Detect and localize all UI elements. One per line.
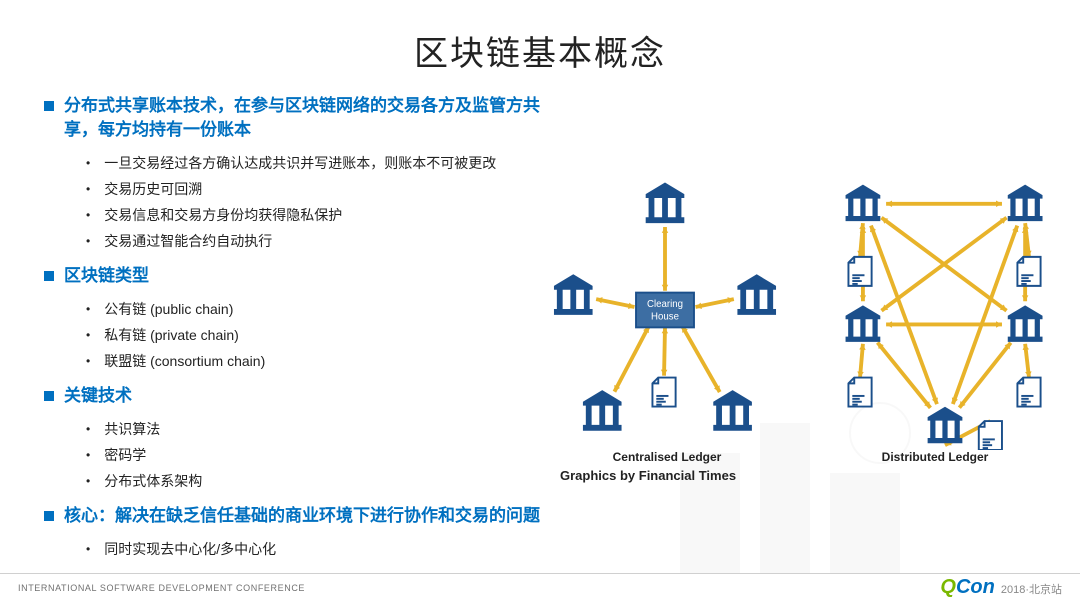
bullet-2-text: 区块链类型 bbox=[64, 264, 149, 288]
dot-icon: • bbox=[86, 230, 90, 252]
bullet-2: 区块链类型 bbox=[44, 264, 564, 288]
ledger-diagrams: Clearing House Centralised Ledger Distrib… bbox=[540, 170, 1060, 480]
dot-icon: • bbox=[86, 152, 90, 174]
dot-icon: • bbox=[86, 298, 90, 320]
sub-item: • 联盟链 (consortium chain) bbox=[86, 350, 564, 372]
caption-distributed: Distributed Ledger bbox=[820, 450, 1050, 464]
sub-item: • 公有链 (public chain) bbox=[86, 298, 564, 320]
qcon-year: 2018·北京站 bbox=[1001, 581, 1062, 597]
footer: INTERNATIONAL SOFTWARE DEVELOPMENT CONFE… bbox=[0, 573, 1080, 601]
sub-text: 一旦交易经过各方确认达成共识并写进账本，则账本不可被更改 bbox=[104, 152, 496, 174]
sub-item: • 同时实现去中心化/多中心化 bbox=[86, 538, 564, 560]
sub-text: 交易通过智能合约自动执行 bbox=[104, 230, 272, 252]
bullet-2-subs: • 公有链 (public chain) • 私有链 (private chain)… bbox=[86, 298, 564, 372]
diagram-credit: Graphics by Financial Times bbox=[560, 468, 736, 483]
sub-item: • 交易历史可回溯 bbox=[86, 178, 564, 200]
bullet-1-text: 分布式共享账本技术，在参与区块链网络的交易各方及监管方共享，每方均持有一份账本 bbox=[64, 94, 564, 142]
svg-text:Clearing: Clearing bbox=[647, 299, 683, 310]
square-bullet-icon bbox=[44, 511, 54, 521]
caption-centralised: Centralised Ledger bbox=[542, 450, 792, 464]
dot-icon: • bbox=[86, 444, 90, 466]
dot-icon: • bbox=[86, 350, 90, 372]
sub-item: • 分布式体系架构 bbox=[86, 470, 564, 492]
bullet-3-text: 关键技术 bbox=[64, 384, 132, 408]
square-bullet-icon bbox=[44, 101, 54, 111]
qcon-con: Con bbox=[956, 576, 995, 598]
square-bullet-icon bbox=[44, 391, 54, 401]
square-bullet-icon bbox=[44, 271, 54, 281]
distributed-ledger-diagram bbox=[820, 170, 1070, 450]
sub-item: • 共识算法 bbox=[86, 418, 564, 440]
bullet-1: 分布式共享账本技术，在参与区块链网络的交易各方及监管方共享，每方均持有一份账本 bbox=[44, 94, 564, 142]
content-outline: 分布式共享账本技术，在参与区块链网络的交易各方及监管方共享，每方均持有一份账本 … bbox=[44, 94, 564, 572]
slide-title: 区块链基本概念 bbox=[0, 26, 1080, 75]
sub-text: 公有链 (public chain) bbox=[104, 298, 233, 320]
footer-conference-name: INTERNATIONAL SOFTWARE DEVELOPMENT CONFE… bbox=[18, 583, 305, 593]
sub-text: 密码学 bbox=[104, 444, 146, 466]
bullet-3: 关键技术 bbox=[44, 384, 564, 408]
bullet-1-subs: • 一旦交易经过各方确认达成共识并写进账本，则账本不可被更改 • 交易历史可回溯 •… bbox=[86, 152, 564, 252]
sub-item: • 私有链 (private chain) bbox=[86, 324, 564, 346]
dot-icon: • bbox=[86, 178, 90, 200]
sub-text: 联盟链 (consortium chain) bbox=[104, 350, 265, 372]
dot-icon: • bbox=[86, 418, 90, 440]
dot-icon: • bbox=[86, 470, 90, 492]
bullet-4-text: 核心：解决在缺乏信任基础的商业环境下进行协作和交易的问题 bbox=[64, 504, 540, 528]
sub-text: 私有链 (private chain) bbox=[104, 324, 239, 346]
slide: 区块链基本概念 分布式共享账本技术，在参与区块链网络的交易各方及监管方共享，每方… bbox=[0, 0, 1080, 601]
qcon-q: Q bbox=[940, 576, 956, 598]
bullet-4: 核心：解决在缺乏信任基础的商业环境下进行协作和交易的问题 bbox=[44, 504, 564, 528]
bullet-3-subs: • 共识算法 • 密码学 • 分布式体系架构 bbox=[86, 418, 564, 492]
dot-icon: • bbox=[86, 538, 90, 560]
sub-item: • 一旦交易经过各方确认达成共识并写进账本，则账本不可被更改 bbox=[86, 152, 564, 174]
footer-logo: QCon 2018·北京站 bbox=[940, 576, 1062, 599]
bullet-4-subs: • 同时实现去中心化/多中心化 bbox=[86, 538, 564, 560]
sub-item: • 交易信息和交易方身份均获得隐私保护 bbox=[86, 204, 564, 226]
sub-text: 共识算法 bbox=[104, 418, 160, 440]
dot-icon: • bbox=[86, 204, 90, 226]
sub-text: 交易历史可回溯 bbox=[104, 178, 202, 200]
sub-text: 分布式体系架构 bbox=[104, 470, 202, 492]
sub-text: 同时实现去中心化/多中心化 bbox=[104, 538, 276, 560]
centralised-ledger-diagram: Clearing House bbox=[540, 170, 790, 450]
sub-item: • 密码学 bbox=[86, 444, 564, 466]
sub-item: • 交易通过智能合约自动执行 bbox=[86, 230, 564, 252]
svg-text:House: House bbox=[651, 312, 679, 323]
dot-icon: • bbox=[86, 324, 90, 346]
sub-text: 交易信息和交易方身份均获得隐私保护 bbox=[104, 204, 342, 226]
